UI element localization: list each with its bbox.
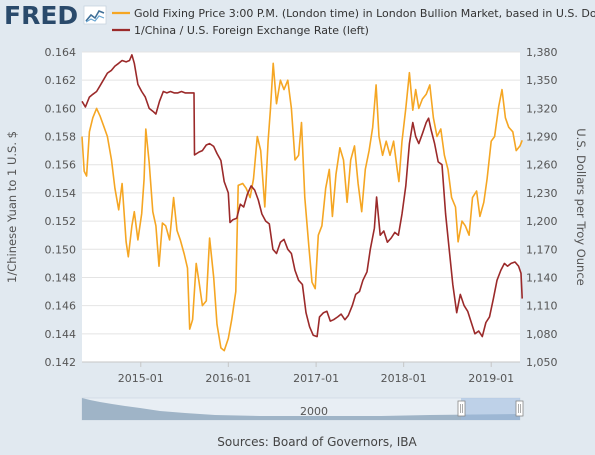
y-right-tick-label: 1,260	[526, 159, 558, 172]
y-left-tick-label: 0.162	[45, 74, 77, 87]
x-tick-label: 2019-01	[468, 372, 514, 385]
y-left-tick-label: 0.160	[45, 102, 77, 115]
y-right-tick-label: 1,320	[526, 102, 558, 115]
chart-sparkline-icon	[83, 5, 107, 25]
y-axis-right: 1,050 1,080 1,110 1,140 1,170 1,200 1,230 1,260…	[526, 46, 558, 369]
navigator-right-handle[interactable]	[515, 400, 524, 417]
y-right-tick-label: 1,200	[526, 215, 558, 228]
navigator-left-handle[interactable]	[457, 400, 466, 417]
plot-area	[82, 52, 520, 362]
y-right-tick-label: 1,080	[526, 328, 558, 341]
x-tick-label: 2018-01	[381, 372, 427, 385]
y-left-tick-label: 0.148	[45, 271, 77, 284]
range-navigator[interactable]: 2000	[81, 397, 524, 421]
series-layer	[81, 53, 523, 352]
legend-label-yuan: 1/China / U.S. Foreign Exchange Rate (le…	[134, 24, 369, 37]
series-line-gold[interactable]	[81, 62, 523, 352]
navigator-selected-range[interactable]	[461, 398, 520, 420]
legend-item-yuan[interactable]: 1/China / U.S. Foreign Exchange Rate (le…	[112, 24, 369, 37]
y-left-tick-label: 0.158	[45, 131, 77, 144]
legend-label-gold: Gold Fixing Price 3:00 P.M. (London time…	[134, 7, 595, 20]
y-right-tick-label: 1,350	[526, 74, 558, 87]
y-left-tick-label: 0.152	[45, 215, 77, 228]
x-tick-label: 2016-01	[205, 372, 251, 385]
legend: Gold Fixing Price 3:00 P.M. (London time…	[112, 7, 595, 37]
fred-logo[interactable]: FRED	[4, 1, 107, 30]
y-right-tick-label: 1,050	[526, 356, 558, 369]
x-tick-label: 2017-01	[293, 372, 339, 385]
series-line-yuan[interactable]	[81, 53, 523, 338]
y-left-tick-label: 0.164	[45, 46, 77, 59]
x-axis: 2015-01 2016-01 2017-01 2018-01 2019-01	[82, 361, 520, 385]
y-right-tick-label: 1,110	[526, 300, 558, 313]
logo-text: FRED	[4, 1, 78, 30]
y-right-tick-label: 1,380	[526, 46, 558, 59]
y-axis-right-title: U.S. Dollars per Troy Ounce	[574, 128, 588, 285]
y-right-tick-label: 1,170	[526, 243, 558, 256]
y-left-tick-label: 0.154	[45, 187, 77, 200]
y-left-tick-label: 0.144	[45, 328, 77, 341]
y-axis-left: 0.142 0.144 0.146 0.148 0.150 0.152 0.154 0.156…	[45, 46, 77, 369]
y-left-tick-label: 0.146	[45, 300, 77, 313]
y-right-tick-label: 1,140	[526, 271, 558, 284]
legend-item-gold[interactable]: Gold Fixing Price 3:00 P.M. (London time…	[112, 7, 595, 20]
source-note: Sources: Board of Governors, IBA	[217, 435, 417, 449]
y-right-tick-label: 1,290	[526, 131, 558, 144]
y-axis-left-title: 1/Chinese Yuan to 1 U.S. $	[5, 131, 19, 283]
navigator-year-label: 2000	[300, 405, 328, 418]
y-left-tick-label: 0.156	[45, 159, 77, 172]
y-left-tick-label: 0.150	[45, 243, 77, 256]
navigator-sparkline	[82, 398, 520, 420]
x-tick-label: 2015-01	[118, 372, 164, 385]
y-left-tick-label: 0.142	[45, 356, 77, 369]
y-right-tick-label: 1,230	[526, 187, 558, 200]
